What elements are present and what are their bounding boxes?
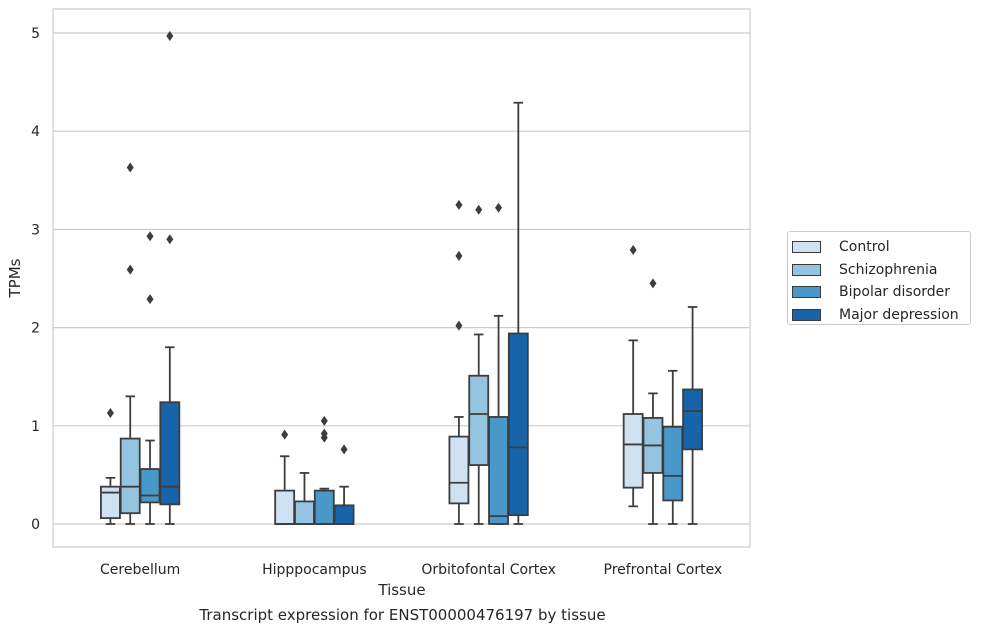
box-major-depression [159, 30, 181, 525]
outlier-point [281, 429, 289, 440]
legend-swatch [792, 263, 821, 276]
box-body [622, 413, 644, 489]
box-body [448, 435, 470, 505]
outlier-point [455, 250, 463, 261]
box-major-depression [333, 444, 355, 525]
y-axis-label: TPMs [6, 258, 24, 298]
legend-label: Bipolar disorder [839, 284, 951, 301]
box-body [159, 401, 181, 506]
outlier-point [455, 199, 463, 210]
legend-label: Major depression [839, 306, 959, 323]
y-tick-label: 3 [31, 222, 40, 238]
chart-caption: Transcript expression for ENST0000047619… [199, 606, 606, 624]
x-tick-labels: Cerebellum Hipppocampus Orbitofontal Corte… [100, 562, 722, 578]
box-body [682, 388, 703, 451]
outlier-point [146, 231, 154, 242]
box-body [468, 374, 490, 466]
y-tick-label: 4 [31, 124, 40, 140]
legend: Control Schizophrenia Bipolar disorder Majo… [787, 231, 971, 325]
outlier-point [166, 234, 174, 245]
box-major-depression [682, 306, 703, 525]
box-bipolar-disorder [313, 415, 335, 525]
box-control [448, 199, 470, 525]
y-tick-label: 0 [31, 517, 40, 533]
outlier-point [166, 30, 174, 41]
outlier-point [126, 162, 134, 173]
y-tick-label: 2 [31, 321, 40, 337]
legend-label: Schizophrenia [839, 261, 938, 278]
legend-item: Schizophrenia [792, 259, 970, 282]
box-groups [100, 30, 703, 525]
box-body [662, 425, 684, 502]
box-bipolar-disorder [488, 202, 509, 525]
outlier-point [106, 408, 114, 419]
box-body [274, 489, 296, 525]
box-body [333, 504, 355, 525]
box-schizophrenia [294, 472, 315, 525]
box-body [119, 437, 141, 515]
legend-swatch [792, 286, 821, 299]
legend-item: Control [792, 236, 970, 259]
y-tick-label: 5 [31, 26, 40, 42]
outlier-point [629, 245, 637, 256]
box-body [488, 416, 509, 525]
legend-label: Control [839, 239, 890, 256]
box-schizophrenia [119, 162, 141, 525]
outlier-point [455, 320, 463, 331]
box-bipolar-disorder [662, 369, 684, 525]
legend-item: Bipolar disorder [792, 281, 970, 304]
legend-swatch [792, 308, 821, 321]
box-control [274, 429, 296, 525]
x-tick-label: Orbitofontal Cortex [421, 562, 556, 578]
box-body [139, 468, 161, 504]
box-bipolar-disorder [139, 231, 161, 525]
outlier-point [146, 294, 154, 305]
box-control [100, 408, 121, 525]
legend-item: Major depression [792, 304, 970, 327]
outlier-point [495, 202, 503, 213]
box-body [313, 489, 335, 525]
outlier-point [320, 428, 328, 439]
outlier-point [475, 204, 483, 215]
outlier-point [340, 444, 348, 455]
box-schizophrenia [468, 204, 490, 525]
outlier-point [649, 278, 657, 289]
outlier-point [126, 264, 134, 275]
box-body [294, 500, 315, 525]
box-body [507, 332, 529, 517]
box-schizophrenia [642, 278, 664, 525]
x-tick-label: Prefrontal Cortex [604, 562, 723, 578]
x-axis-label: Tissue [377, 581, 425, 599]
x-tick-label: Hipppocampus [262, 562, 367, 578]
x-tick-label: Cerebellum [100, 562, 180, 578]
y-tick-labels: 0 1 2 3 4 5 [31, 26, 40, 533]
legend-swatch [792, 241, 821, 254]
box-major-depression [507, 101, 529, 525]
y-tick-label: 1 [31, 419, 40, 435]
box-body [100, 485, 121, 520]
outlier-point [320, 415, 328, 426]
